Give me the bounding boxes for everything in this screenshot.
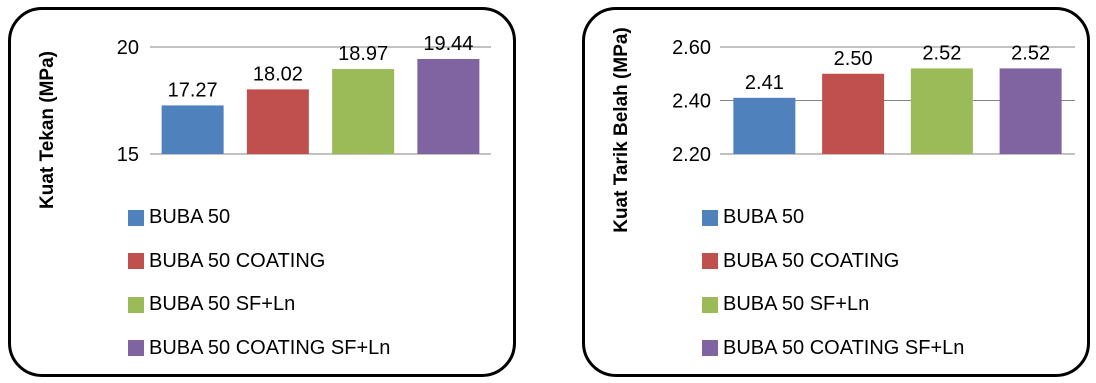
legend-item: BUBA 50 SF+Ln [702,283,964,327]
legend-label: BUBA 50 SF+Ln [149,293,296,316]
chart-panel-kuat-tarik-belah: Kuat Tarik Belah (MPa) 2.20 2.40 2.60 2.41 2… [582,7,1090,377]
data-label: 17.27 [168,79,218,101]
legend-swatch [128,253,144,270]
bar [332,69,395,154]
y-tick-label: 15 [117,144,139,166]
legend-label: BUBA 50 COATING SF+Ln [723,336,965,359]
chart-legend: BUBA 50 BUBA 50 COATING BUBA 50 SF+Ln BU… [702,196,964,370]
bar-chart-kuat-tarik-belah: 2.20 2.40 2.60 2.41 2.50 2.52 2.52 [672,37,1075,166]
legend-swatch [128,340,144,357]
legend-swatch [128,209,144,226]
legend-item: BUBA 50 [128,196,390,240]
legend-label: BUBA 50 COATING [723,249,900,272]
legend-swatch [702,209,718,226]
chart-legend: BUBA 50 BUBA 50 COATING BUBA 50 SF+Ln BU… [128,196,390,370]
legend-swatch [702,296,718,313]
bar [910,68,973,154]
legend-label: BUBA 50 COATING [149,249,326,272]
legend-item: BUBA 50 COATING SF+Ln [702,327,964,371]
data-label: 2.52 [1011,42,1050,64]
y-tick-label: 2.20 [672,144,711,166]
legend-swatch [128,296,144,313]
data-label: 2.52 [922,42,961,64]
legend-item: BUBA 50 COATING [128,240,390,284]
data-label: 2.41 [745,72,784,94]
y-tick-label: 20 [117,37,139,59]
bar [822,73,885,154]
data-label: 18.02 [253,63,303,85]
bar [417,58,480,154]
data-label: 19.44 [423,33,473,55]
legend-label: BUBA 50 [149,206,231,229]
legend-item: BUBA 50 COATING [702,240,964,284]
y-tick-label: 2.60 [672,37,711,59]
data-label: 2.50 [834,48,873,70]
bar-chart-kuat-tekan: 15 20 17.27 18.02 18.97 19.44 [117,33,491,166]
y-tick-label: 2.40 [672,91,711,113]
legend-swatch [702,340,718,357]
bar [246,89,309,154]
chart-panel-kuat-tekan: Kuat Tekan (MPa) 15 20 17.27 18.02 18.97 19.4… [8,7,516,377]
legend-label: BUBA 50 [723,206,805,229]
legend-swatch [702,253,718,270]
legend-item: BUBA 50 [702,196,964,240]
bar [999,68,1062,154]
bar [733,97,796,154]
legend-label: BUBA 50 SF+Ln [723,293,870,316]
legend-item: BUBA 50 SF+Ln [128,283,390,327]
legend-label: BUBA 50 COATING SF+Ln [149,336,391,359]
data-label: 18.97 [338,43,388,65]
bar [161,105,224,154]
legend-item: BUBA 50 COATING SF+Ln [128,327,390,371]
